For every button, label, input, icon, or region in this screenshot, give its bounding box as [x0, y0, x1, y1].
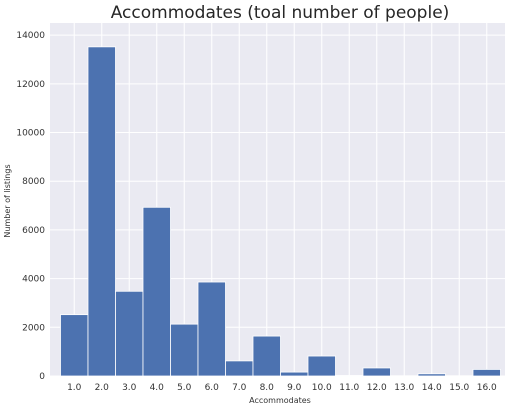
x-tick-labels: 1.0 2.0 3.0 4.0 5.0 6.0 7.0 8.0 9.0 10.0 11.0 12.0 1…	[67, 383, 497, 393]
bar-7.0	[225, 360, 254, 377]
y-tick-label: 8000	[22, 177, 45, 187]
bar-15.0	[445, 375, 474, 377]
x-tick-label: 5.0	[177, 383, 192, 393]
y-tick-label: 4000	[22, 275, 45, 285]
y-tick-labels: 0 2000 4000 6000 8000 10000 12000 14000	[16, 31, 45, 382]
x-tick-label: 2.0	[95, 383, 110, 393]
y-tick-label: 0	[39, 372, 45, 382]
y-tick-label: 2000	[22, 323, 45, 333]
bar-8.0	[252, 335, 281, 377]
bar-3.0	[115, 290, 144, 377]
chart-title: Accommodates (toal number of people)	[111, 3, 450, 23]
bar-9.0	[280, 371, 309, 377]
bar-4.0	[142, 206, 171, 377]
x-tick-label: 10.0	[312, 383, 332, 393]
bar-11.0	[335, 375, 364, 377]
x-tick-label: 6.0	[205, 383, 220, 393]
x-tick-label: 4.0	[150, 383, 165, 393]
y-axis-label: Number of listings	[3, 164, 12, 237]
x-tick-label: 12.0	[367, 383, 387, 393]
x-tick-label: 11.0	[339, 383, 359, 393]
bar-14.0	[417, 373, 446, 377]
x-tick-label: 3.0	[122, 383, 137, 393]
y-tick-label: 14000	[16, 31, 45, 41]
bar-10.0	[307, 355, 336, 377]
bar-16.0	[472, 369, 501, 377]
bars	[60, 46, 501, 377]
bar-13.0	[390, 375, 419, 377]
x-tick-label: 9.0	[287, 383, 302, 393]
x-axis-label: Accommodates	[249, 396, 311, 405]
bar-5.0	[170, 323, 199, 377]
x-tick-label: 1.0	[67, 383, 82, 393]
bar-1.0	[60, 314, 89, 377]
x-tick-label: 14.0	[422, 383, 442, 393]
x-tick-label: 15.0	[449, 383, 469, 393]
x-tick-label: 8.0	[260, 383, 275, 393]
bar-12.0	[362, 367, 391, 377]
bar-2.0	[87, 46, 116, 377]
x-tick-label: 13.0	[394, 383, 414, 393]
y-tick-label: 10000	[16, 129, 45, 139]
y-tick-label: 6000	[22, 226, 45, 236]
x-tick-label: 16.0	[477, 383, 497, 393]
y-tick-label: 12000	[16, 80, 45, 90]
x-tick-label: 7.0	[232, 383, 247, 393]
bar-6.0	[197, 281, 226, 377]
